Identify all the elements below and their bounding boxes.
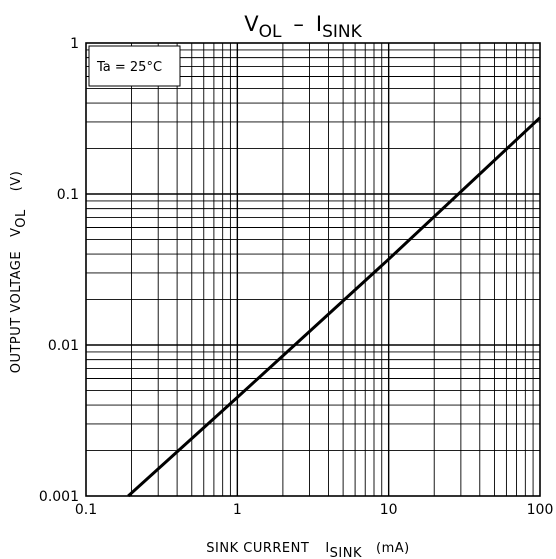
y-axis-title: OUTPUT VOLTAGEVOL(V) <box>9 171 29 374</box>
series-line <box>127 116 542 498</box>
y-tick-label: 0.01 <box>48 338 79 354</box>
plot-border <box>85 42 541 497</box>
x-tick-label: 1 <box>233 502 242 518</box>
y-tick-label: 1 <box>70 36 79 52</box>
annotation-label: Ta = 25°C <box>96 60 162 75</box>
x-axis-title: SINK CURRENT ISINK (mA) <box>206 541 409 559</box>
tick-labels: 0.1 1 10 100 0.001 0.01 0.1 1 <box>39 36 553 518</box>
grid-lines <box>86 43 540 496</box>
series-layer <box>127 116 542 498</box>
y-tick-label: 0.001 <box>39 489 79 505</box>
x-tick-label: 10 <box>380 502 398 518</box>
x-tick-label: 100 <box>527 502 554 518</box>
annotation-box <box>88 45 181 87</box>
x-tick-label: 0.1 <box>75 502 97 518</box>
chart-title: VOL – ISINK <box>244 12 362 42</box>
y-tick-label: 0.1 <box>57 187 79 203</box>
